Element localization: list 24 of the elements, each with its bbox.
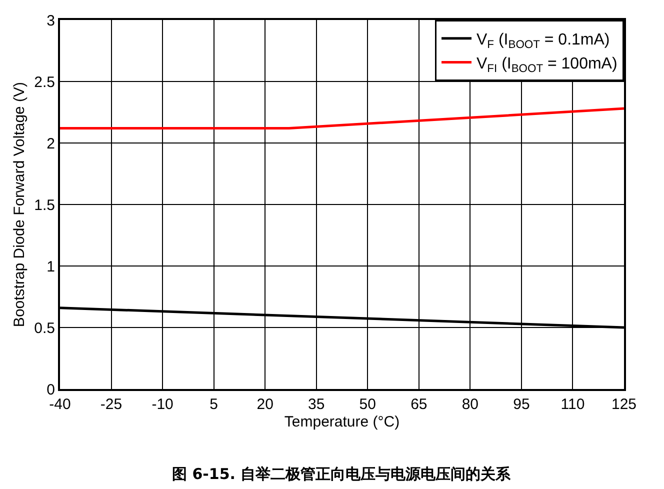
x-tick-label: 110 [560, 396, 585, 413]
y-axis-title: Bootstrap Diode Forward Voltage (V) [10, 82, 28, 328]
x-tick-label: 65 [410, 396, 428, 413]
legend-label: V$_{F}$ (I$_{BOOT}$ = 0.1mA) [476, 32, 610, 51]
x-tick-label: 125 [611, 396, 637, 413]
legend-label: V$_{FI}$ (I$_{BOOT}$ = 100mA) [476, 55, 618, 75]
y-tick-label: 3 [46, 12, 55, 30]
y-tick-label: 0 [46, 381, 55, 398]
x-tick-label: 35 [308, 396, 325, 413]
x-tick-label: -25 [100, 396, 122, 413]
x-tick-label: 50 [359, 396, 376, 413]
x-tick-label: 80 [462, 396, 479, 413]
y-tick-label: 0.5 [34, 320, 55, 337]
y-tick-label: 2.5 [34, 74, 55, 91]
x-tick-label: 5 [210, 396, 218, 413]
x-tick-label: -10 [152, 396, 174, 413]
caption: 图 6-15. 自举二极管正向电压与电源电压间的关系 [172, 465, 512, 483]
y-tick-label: 1.5 [34, 196, 55, 214]
y-tick-label: 2 [46, 135, 55, 152]
x-axis-title: Temperature (°C) [284, 414, 400, 430]
x-tick-label: 95 [513, 396, 530, 413]
y-tick-label: 1 [46, 258, 55, 276]
x-tick-label: 20 [256, 396, 274, 413]
x-tick-label: -40 [49, 396, 71, 413]
